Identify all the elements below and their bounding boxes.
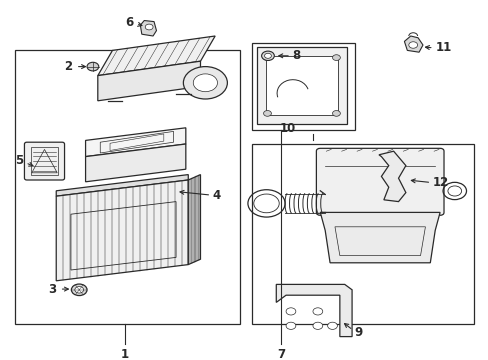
- Text: 5: 5: [15, 154, 23, 167]
- Circle shape: [263, 111, 271, 116]
- Polygon shape: [85, 128, 185, 157]
- Text: 6: 6: [124, 16, 133, 29]
- Bar: [15, 50, 239, 324]
- Text: 3: 3: [48, 283, 56, 296]
- Bar: [256, 47, 346, 124]
- Text: 4: 4: [212, 189, 221, 202]
- Text: 7: 7: [277, 348, 285, 360]
- Bar: [251, 144, 473, 324]
- Text: 9: 9: [354, 327, 362, 339]
- Circle shape: [264, 53, 271, 58]
- Polygon shape: [276, 284, 351, 337]
- Circle shape: [263, 55, 271, 60]
- Text: 8: 8: [292, 49, 300, 62]
- Polygon shape: [378, 151, 405, 202]
- Text: 10: 10: [279, 122, 295, 135]
- Bar: [31, 147, 58, 175]
- FancyBboxPatch shape: [24, 142, 64, 180]
- Bar: [251, 43, 354, 130]
- Text: 12: 12: [432, 176, 448, 189]
- Bar: [265, 56, 338, 115]
- Circle shape: [312, 322, 322, 329]
- Circle shape: [193, 74, 217, 92]
- Polygon shape: [56, 175, 188, 196]
- Polygon shape: [98, 61, 200, 101]
- Circle shape: [183, 67, 227, 99]
- Text: 11: 11: [434, 41, 450, 54]
- Circle shape: [312, 308, 322, 315]
- Circle shape: [408, 42, 417, 48]
- Circle shape: [87, 62, 99, 71]
- Circle shape: [332, 55, 340, 60]
- Circle shape: [327, 322, 337, 329]
- Circle shape: [285, 308, 295, 315]
- Circle shape: [261, 51, 274, 60]
- FancyBboxPatch shape: [316, 148, 443, 215]
- Polygon shape: [85, 144, 185, 182]
- Circle shape: [285, 322, 295, 329]
- Text: 1: 1: [121, 348, 128, 360]
- Polygon shape: [98, 36, 215, 76]
- Circle shape: [145, 24, 153, 30]
- Circle shape: [75, 287, 83, 293]
- Polygon shape: [188, 175, 200, 265]
- Circle shape: [332, 111, 340, 116]
- Polygon shape: [140, 21, 156, 36]
- Polygon shape: [320, 212, 439, 263]
- Circle shape: [71, 284, 87, 296]
- Text: 2: 2: [64, 60, 72, 73]
- Polygon shape: [56, 180, 188, 281]
- Polygon shape: [404, 36, 422, 52]
